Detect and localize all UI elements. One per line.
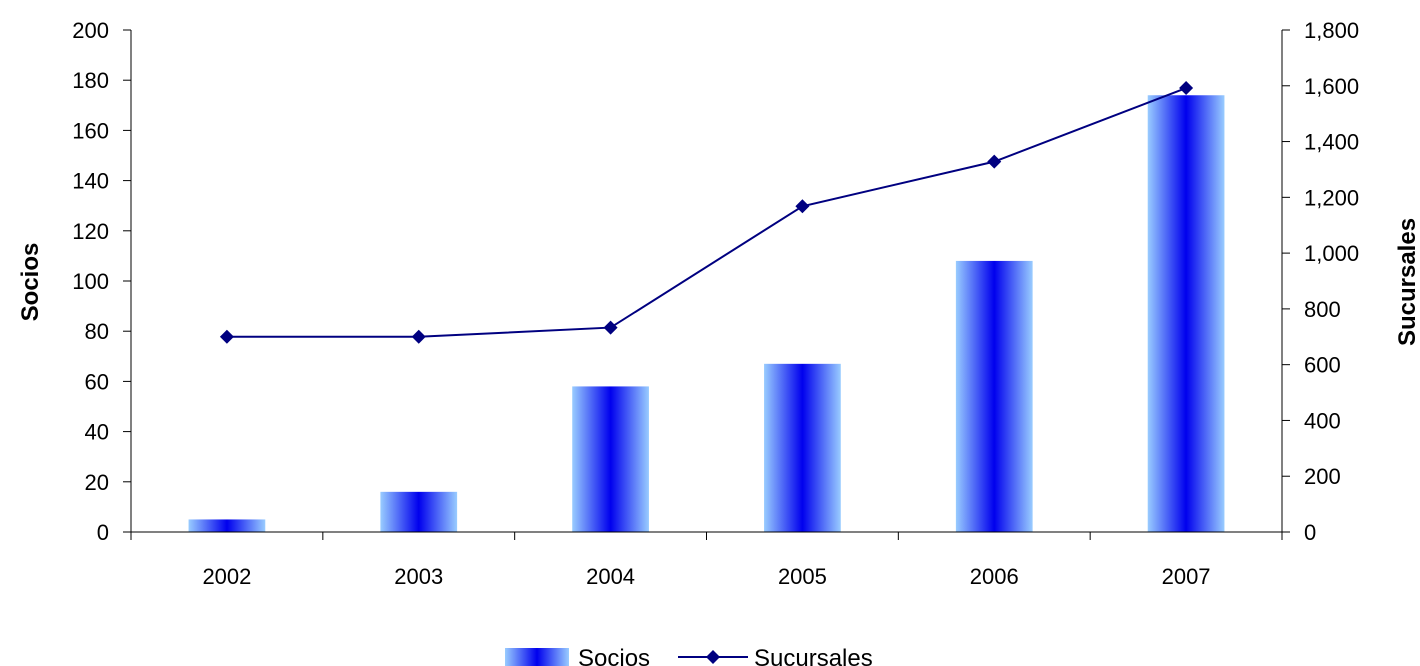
legend: Socios Sucursales	[505, 645, 873, 666]
y-axis-title-left: Socios	[17, 243, 44, 322]
y-axis-title-right: Sucursales	[1394, 218, 1420, 346]
y-tick-label-right: 0	[1304, 520, 1316, 545]
bar-socios-2002	[188, 519, 266, 532]
bar-socios-2007	[1147, 95, 1225, 532]
y-tick-label-right: 1,800	[1304, 18, 1359, 43]
y-tick-label-left: 60	[85, 369, 109, 394]
x-tick-label-2005: 2005	[778, 564, 827, 589]
point-sucursales-2005	[795, 199, 810, 214]
y-tick-label-left: 160	[72, 118, 109, 143]
point-sucursales-2003	[411, 329, 426, 344]
y-tick-label-left: 0	[97, 520, 109, 545]
bar-socios-2005	[764, 363, 841, 532]
line-sucursales	[226, 87, 1187, 338]
x-tick-label-2007: 2007	[1162, 564, 1211, 589]
point-sucursales-2002	[219, 329, 234, 344]
bar-socios-2003	[380, 491, 458, 532]
y-tick-label-left: 80	[85, 319, 109, 344]
x-tick-label-2004: 2004	[586, 564, 635, 589]
legend-marker-sucursales	[706, 650, 720, 664]
legend-label-socios: Socios	[578, 645, 650, 666]
point-sucursales-2007	[1179, 81, 1194, 96]
y-tick-label-left: 180	[72, 68, 109, 93]
y-tick-label-left: 40	[85, 420, 109, 445]
y-tick-label-left: 20	[85, 470, 109, 495]
bar-socios-2006	[955, 260, 1033, 532]
x-tick-label-2002: 2002	[202, 564, 251, 589]
y-tick-label-right: 1,400	[1304, 130, 1359, 155]
point-sucursales-2004	[603, 320, 618, 335]
y-tick-label-right: 1,200	[1304, 185, 1359, 210]
legend-label-sucursales: Sucursales	[754, 645, 873, 666]
y-tick-label-right: 1,000	[1304, 241, 1359, 266]
y-tick-label-left: 120	[72, 219, 109, 244]
x-tick-label-2006: 2006	[970, 564, 1019, 589]
y-tick-label-right: 800	[1304, 297, 1341, 322]
y-tick-label-left: 200	[72, 18, 109, 43]
y-tick-label-left: 140	[72, 169, 109, 194]
legend-swatch-socios	[505, 648, 569, 666]
y-tick-label-right: 1,600	[1304, 74, 1359, 99]
plot-area: 0 20 40 60 80 100 120 140 160 180 200 0 200 400 600 800…	[72, 18, 1359, 589]
x-tick-label-2003: 2003	[394, 564, 443, 589]
y-tick-label-left: 100	[72, 269, 109, 294]
y-tick-label-right: 200	[1304, 464, 1341, 489]
y-tick-label-right: 600	[1304, 353, 1341, 378]
y-tick-label-right: 400	[1304, 408, 1341, 433]
point-sucursales-2006	[987, 154, 1002, 169]
bar-socios-2004	[572, 386, 649, 532]
